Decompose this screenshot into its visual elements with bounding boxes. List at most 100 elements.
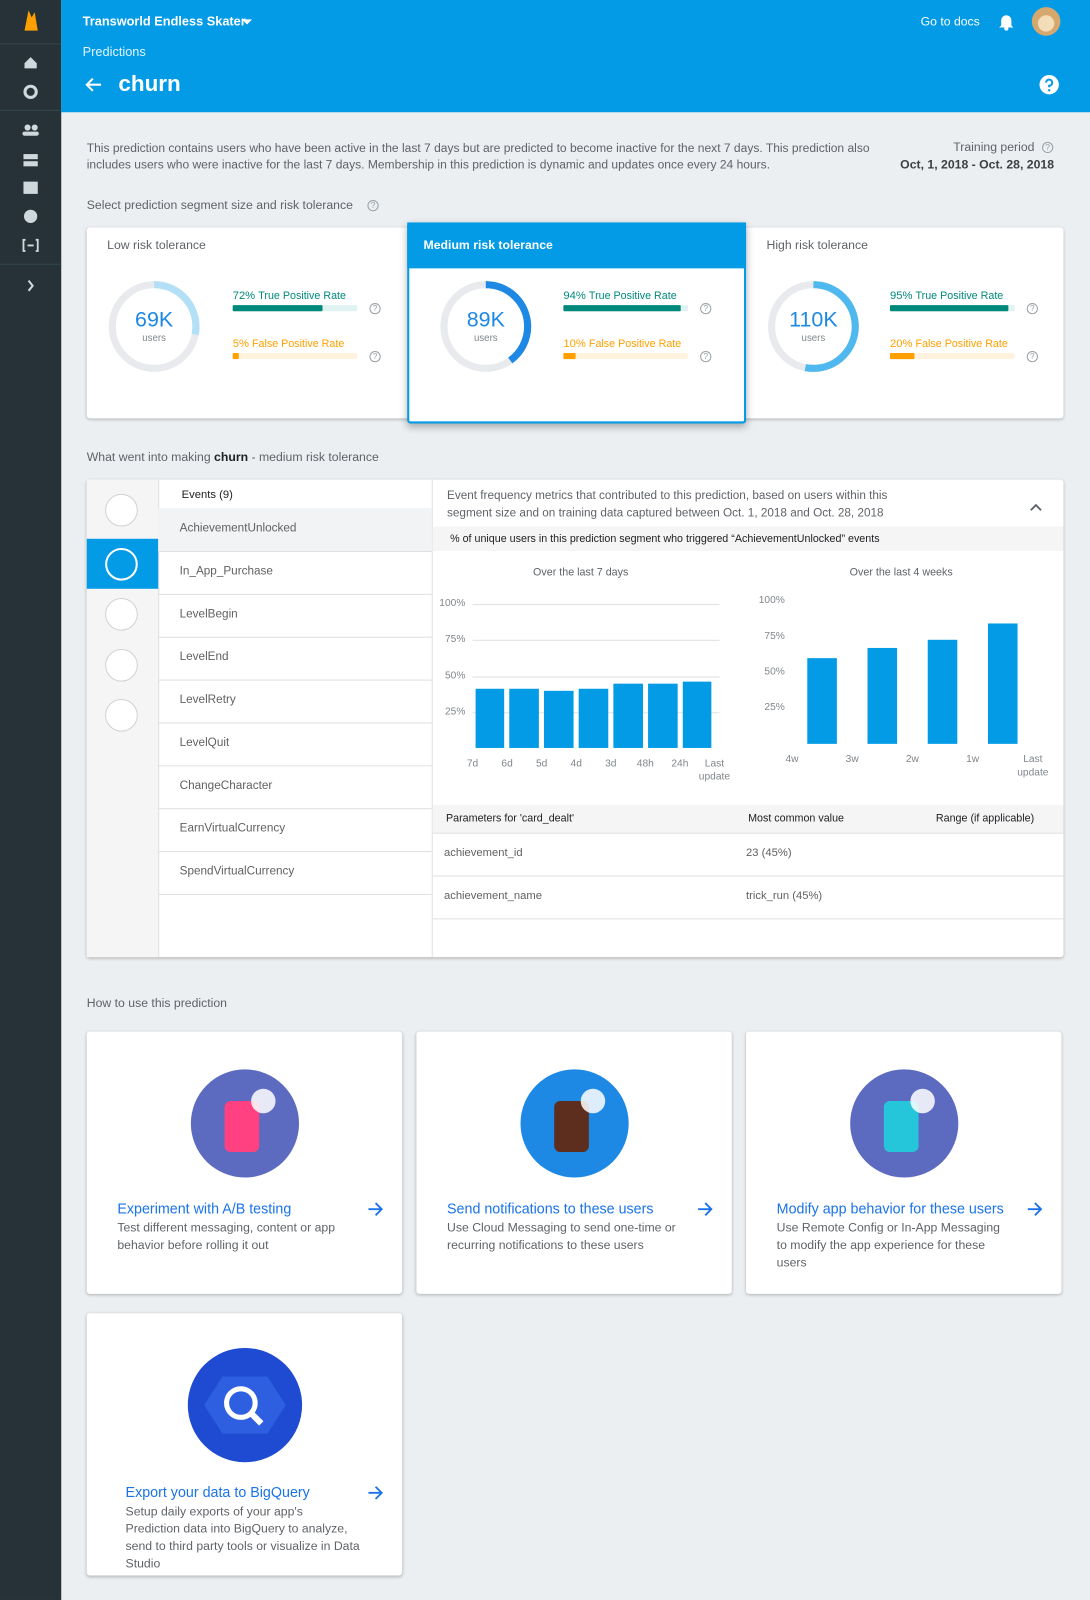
- event-name: LevelBegin: [179, 608, 238, 621]
- illustration-detail: [883, 1101, 919, 1153]
- metrics-subheader: % of unique users in this prediction seg…: [450, 532, 880, 545]
- users-icon[interactable]: [24, 124, 31, 131]
- breadcrumb[interactable]: Predictions: [82, 44, 146, 60]
- event-row[interactable]: LevelRetry: [158, 680, 432, 724]
- event-row[interactable]: LevelBegin: [158, 594, 432, 638]
- tpr-label: 95% True Positive Rate: [890, 290, 1003, 302]
- help[interactable]: ?: [1026, 351, 1038, 363]
- how-to-title[interactable]: Export your data to BigQuery: [125, 1483, 310, 1500]
- inputs-heading: What went into making churn - medium ris…: [87, 450, 379, 464]
- help-button[interactable]: [1039, 74, 1059, 95]
- header: Transworld Endless Skater Go to docs Pre…: [61, 0, 1090, 113]
- storage-icon[interactable]: [23, 181, 38, 194]
- how-to-title[interactable]: Modify app behavior for these users: [776, 1199, 1004, 1217]
- tpr-label: 72% True Positive Rate: [233, 290, 346, 302]
- arrow[interactable]: [367, 1202, 384, 1216]
- how-to-title[interactable]: Send notifications to these users: [447, 1199, 654, 1217]
- help[interactable]: ?: [369, 351, 381, 363]
- collapse[interactable]: [1030, 503, 1042, 511]
- training-help[interactable]: ?: [1042, 141, 1054, 154]
- sidebar-icons: [0, 10, 62, 292]
- event-row[interactable]: AchievementUnlocked: [158, 508, 432, 553]
- event-name: LevelRetry: [179, 693, 236, 707]
- settings-icon[interactable]: [23, 84, 38, 99]
- illustration-accent: [910, 1088, 935, 1114]
- option-name: High risk tolerance: [766, 237, 868, 253]
- fpr-percent: 20%: [889, 337, 913, 350]
- avatar[interactable]: [1031, 6, 1062, 37]
- hosting-icon[interactable]: [23, 209, 38, 223]
- docs-link[interactable]: Go to docs: [920, 14, 980, 29]
- table-row: [432, 834, 1064, 877]
- event-row[interactable]: LevelEnd: [158, 637, 432, 681]
- fpr-label: 20% False Positive Rate: [890, 338, 1008, 350]
- segment-help[interactable]: ?: [367, 199, 379, 212]
- help[interactable]: ?: [700, 351, 712, 363]
- option-name: Medium risk tolerance: [423, 237, 553, 253]
- y-tick-label: 25%: [444, 705, 466, 718]
- arrow-path: [1027, 1202, 1043, 1216]
- metrics-intro: Event frequency metrics that contributed…: [447, 489, 888, 520]
- event-row[interactable]: EarnVirtualCurrency: [158, 808, 432, 853]
- help[interactable]: ?: [1026, 303, 1038, 315]
- table-cell: achievement_name: [443, 889, 542, 903]
- bar: [807, 658, 837, 744]
- table-row: [432, 877, 1064, 920]
- bar: [509, 688, 540, 748]
- notifications[interactable]: [998, 12, 1014, 31]
- category-touch[interactable]: [105, 493, 138, 527]
- training-range: Oct, 1, 2018 - Oct. 28, 2018: [900, 157, 1055, 172]
- bar: [475, 688, 505, 748]
- home-icon[interactable]: [24, 57, 37, 69]
- table-header: Range (if applicable): [935, 812, 1035, 825]
- x-tick-label: 3w: [845, 754, 859, 766]
- category-app[interactable]: [105, 698, 138, 732]
- y-tick-label: 50%: [764, 666, 785, 678]
- how-to-text: Setup daily exports of your app's Predic…: [125, 1504, 360, 1571]
- y-tick-label: 50%: [444, 669, 466, 682]
- page-title: churn: [118, 70, 181, 96]
- tpr-bar: [563, 305, 681, 312]
- expand-icon[interactable]: [27, 279, 34, 292]
- x-tick-label: 3d: [605, 758, 617, 770]
- x-tick-label: Last update: [1017, 754, 1049, 779]
- segment-unit: users: [801, 332, 826, 344]
- fpr-percent: 10%: [563, 337, 586, 350]
- segment-users: 89K: [466, 308, 505, 332]
- project-dropdown[interactable]: [241, 18, 253, 26]
- metrics-subheader-bg: [432, 526, 1064, 552]
- fpr-track: [232, 353, 358, 360]
- event-row[interactable]: SpendVirtualCurrency: [158, 851, 432, 895]
- help[interactable]: ?: [369, 303, 381, 315]
- event-row[interactable]: LevelQuit: [158, 722, 432, 767]
- database-icon[interactable]: [23, 154, 38, 160]
- how-to-text: Use Remote Config or In-App Messaging to…: [776, 1220, 1000, 1270]
- event-row[interactable]: In_App_Purchase: [158, 551, 432, 595]
- category-time[interactable]: [105, 547, 138, 581]
- project-name[interactable]: Transworld Endless Skater: [82, 14, 246, 29]
- how-to-title[interactable]: Experiment with A/B testing: [117, 1199, 292, 1217]
- back-button[interactable]: [85, 77, 103, 93]
- grid-line: [472, 604, 720, 606]
- tpr-percent: 72%: [232, 289, 256, 303]
- event-name: ChangeCharacter: [179, 779, 273, 792]
- sidebar: [0, 0, 62, 1600]
- category-device[interactable]: [105, 648, 138, 682]
- y-tick-label: 100%: [758, 594, 785, 607]
- arrow[interactable]: [367, 1486, 384, 1500]
- help[interactable]: ?: [700, 303, 712, 315]
- logo[interactable]: [24, 10, 38, 31]
- tpr-percent: 95%: [889, 289, 913, 303]
- heading-name: churn: [214, 449, 249, 465]
- tpr-percent: 94%: [563, 289, 586, 303]
- functions-icon[interactable]: [22, 238, 39, 252]
- event-row[interactable]: ChangeCharacter: [158, 765, 432, 810]
- arrow[interactable]: [1027, 1202, 1043, 1216]
- category-user[interactable]: [105, 597, 138, 631]
- fpr-bar: [889, 353, 915, 360]
- arrow[interactable]: [697, 1202, 713, 1216]
- tpr-bar: [889, 305, 1009, 312]
- search-handle: [248, 1411, 264, 1426]
- tpr-text: True Positive Rate: [915, 289, 1004, 303]
- events-header: Events (9): [181, 488, 233, 502]
